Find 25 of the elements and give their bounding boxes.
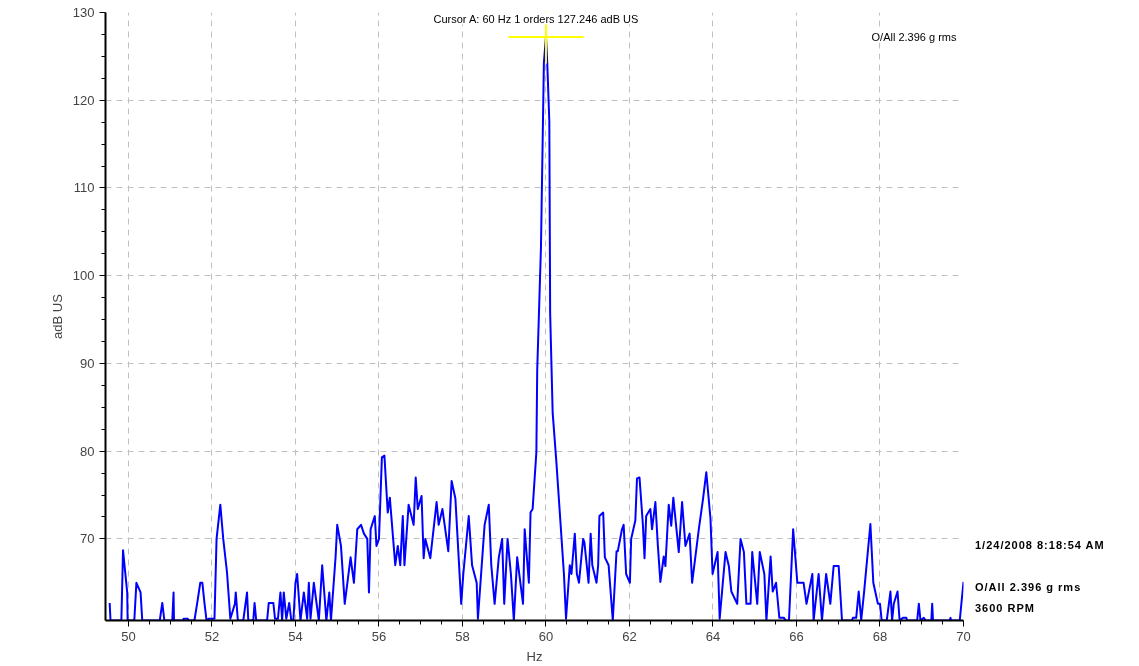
text: 1/24/2008 8:18:54 AM <box>975 538 1105 553</box>
y-tick-label: 130 <box>72 5 95 20</box>
x-tick-label: 52 <box>204 628 220 644</box>
x-tick-label: 58 <box>455 628 470 644</box>
x-tick-label: 60 <box>538 628 554 644</box>
y-axis-title: adB US <box>49 293 65 339</box>
annotation: O/All 2.396 g rms <box>871 30 957 43</box>
x-tick-label: 54 <box>288 628 303 644</box>
x-tick-label: 64 <box>705 628 721 644</box>
y-tick-label: 120 <box>72 92 95 108</box>
x-axis-title: Hz <box>526 648 543 664</box>
x-tick-label: 62 <box>622 628 637 644</box>
y-tick-label: 80 <box>80 443 95 459</box>
y-tick-label: 110 <box>73 180 95 196</box>
x-tick-label: 70 <box>956 628 971 644</box>
x-tick-label: 66 <box>789 628 804 644</box>
y-tick-label: 90 <box>80 355 95 371</box>
x-tick-label: 56 <box>371 628 387 644</box>
x-tick-label: 50 <box>121 628 136 644</box>
text: 3600 RPM <box>975 601 1036 617</box>
annotation: Cursor A: 60 Hz 1 orders 127.246 adB US <box>433 12 639 25</box>
y-tick-label: 100 <box>72 268 95 284</box>
y-tick-label: 70 <box>80 531 95 547</box>
text: O/All 2.396 g rms <box>975 579 1083 595</box>
x-tick-label: 68 <box>872 628 888 644</box>
